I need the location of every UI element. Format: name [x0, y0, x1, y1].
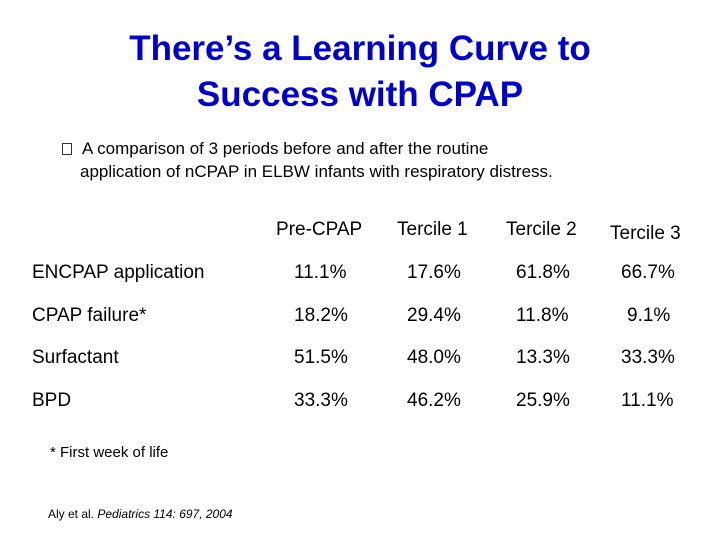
- slide-title: There’s a Learning Curve to Success with…: [0, 26, 720, 118]
- table-cell: 61.8%: [516, 262, 570, 283]
- column-header-pre-cpap: Pre-CPAP: [276, 219, 363, 240]
- citation-journal: Pediatrics 114: 697, 2004: [97, 507, 233, 521]
- table-cell: 33.3%: [294, 390, 348, 411]
- slide-title-line-1: There’s a Learning Curve to: [129, 29, 591, 68]
- row-label-cpap-failure: CPAP failure*: [32, 305, 147, 326]
- bullet-text: A comparison of 3 periods before and aft…: [80, 137, 692, 183]
- bullet-text-line-1: A comparison of 3 periods before and aft…: [82, 139, 489, 158]
- table-cell: 33.3%: [621, 347, 675, 368]
- row-label-encpap-application: ENCPAP application: [32, 262, 205, 283]
- table-cell: 11.1%: [621, 390, 674, 411]
- table-cell: 29.4%: [407, 305, 461, 326]
- column-header-tercile-2: Tercile 2: [506, 219, 577, 240]
- table-cell: 18.2%: [294, 305, 348, 326]
- table-cell: 17.6%: [407, 262, 461, 283]
- citation: Aly et al. Pediatrics 114: 697, 2004: [48, 507, 233, 521]
- citation-authors: Aly et al.: [48, 507, 95, 521]
- table-cell: 9.1%: [627, 305, 671, 326]
- table-cell: 25.9%: [516, 390, 570, 411]
- row-label-bpd: BPD: [32, 390, 72, 411]
- column-header-tercile-3: Tercile 3: [610, 223, 681, 244]
- table-cell: 13.3%: [516, 347, 570, 368]
- column-header-tercile-1: Tercile 1: [397, 219, 468, 240]
- slide-title-line-2: Success with CPAP: [196, 75, 524, 114]
- row-label-surfactant: Surfactant: [32, 347, 119, 368]
- square-bullet-icon: [62, 143, 72, 155]
- table-cell: 48.0%: [407, 347, 461, 368]
- table-cell: 11.1%: [294, 262, 347, 283]
- table-cell: 51.5%: [294, 347, 348, 368]
- table-cell: 11.8%: [516, 305, 569, 326]
- table-cell: 66.7%: [621, 262, 675, 283]
- table-cell: 46.2%: [407, 390, 461, 411]
- footnote: * First week of life: [50, 444, 169, 461]
- bullet-text-line-2: application of nCPAP in ELBW infants wit…: [80, 162, 553, 181]
